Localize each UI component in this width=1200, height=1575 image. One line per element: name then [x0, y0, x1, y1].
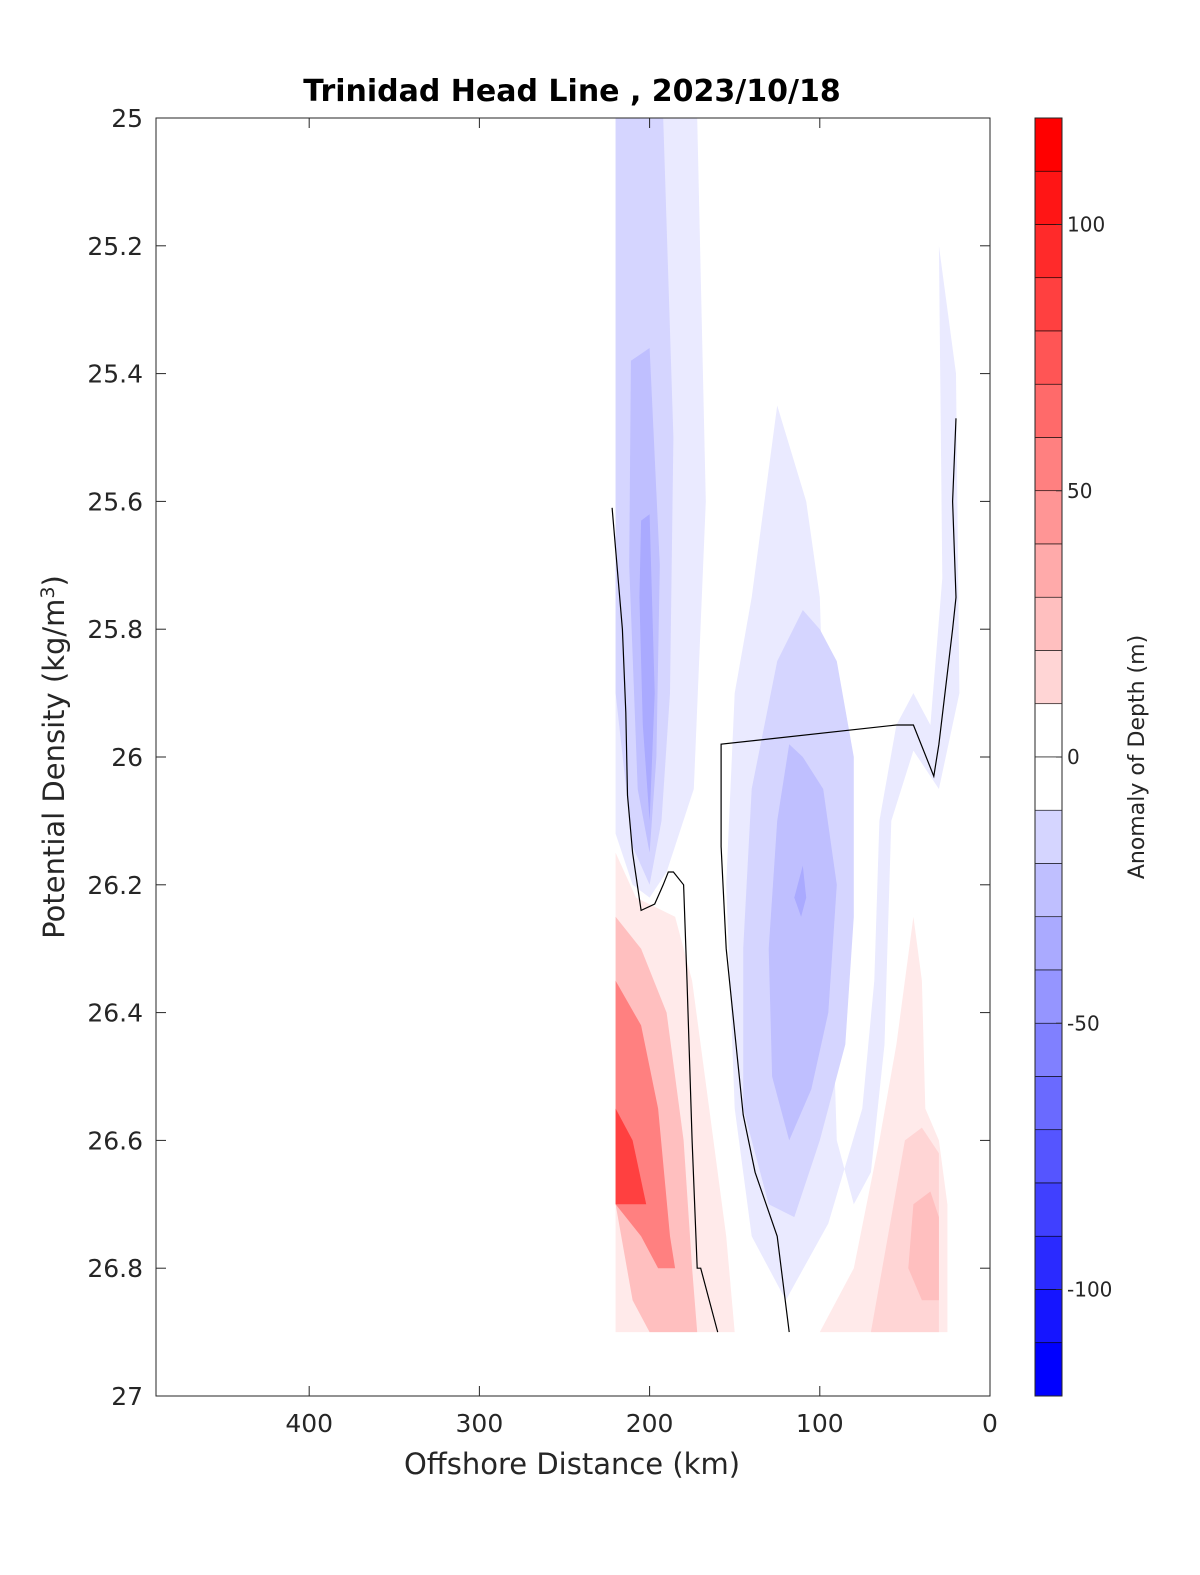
colorbar-ticks: 100 50 0 -50 -100	[1056, 213, 1112, 1302]
colorbar-swatch	[1034, 703, 1063, 758]
y-axis-label: Potential Density (kg/m3)	[37, 575, 71, 939]
colorbar: 100 50 0 -50 -100 Anomaly of Depth (m)	[1034, 117, 1150, 1397]
zero-contour-line-2	[720, 418, 957, 1333]
x-tick-label: 400	[285, 1409, 333, 1438]
colorbar-swatch	[1034, 330, 1063, 385]
colorbar-swatch	[1034, 1129, 1063, 1184]
colorbar-tick-label: -50	[1067, 1011, 1100, 1035]
colorbar-swatch	[1034, 863, 1063, 918]
colorbar-swatches	[1034, 117, 1063, 1397]
colorbar-swatch	[1034, 277, 1063, 332]
contour-fills	[615, 118, 960, 1333]
colorbar-swatch	[1034, 650, 1063, 705]
x-tick-label: 200	[626, 1409, 674, 1438]
x-axis: 400 300 200 100 0	[285, 118, 998, 1438]
y-tick-label: 25.8	[87, 615, 143, 644]
y-tick-label: 25	[111, 104, 143, 133]
colorbar-swatch	[1034, 1235, 1063, 1290]
y-tick-label: 26.8	[87, 1254, 143, 1283]
colorbar-label: Anomaly of Depth (m)	[1125, 635, 1150, 879]
x-tick-label: 300	[456, 1409, 504, 1438]
contour-fill-pos-offshore-4	[615, 1108, 647, 1205]
y-tick-label: 26	[111, 743, 143, 772]
colorbar-swatch	[1034, 756, 1063, 811]
y-tick-label: 25.6	[87, 487, 143, 516]
colorbar-swatch	[1034, 224, 1063, 279]
contour-fill-neg-offshore-4	[639, 514, 655, 821]
colorbar-swatch	[1034, 1289, 1063, 1344]
colorbar-swatch	[1034, 1022, 1063, 1077]
x-axis-label: Offshore Distance (km)	[404, 1447, 740, 1481]
colorbar-swatch	[1034, 1182, 1063, 1237]
colorbar-swatch	[1034, 596, 1063, 651]
y-tick-label: 25.4	[87, 360, 143, 389]
y-axis: 25 25.2 25.4 25.6 25.8 26 26.2 26.4 26.6 26.8 27	[87, 104, 990, 1411]
colorbar-swatch	[1034, 490, 1063, 545]
y-axis-label-end: )	[37, 575, 71, 586]
colorbar-swatch	[1034, 437, 1063, 492]
contour-fill-pos-nearshore-3	[908, 1191, 939, 1301]
colorbar-swatch	[1034, 117, 1063, 172]
colorbar-swatch	[1034, 969, 1063, 1024]
chart-title: Trinidad Head Line , 2023/10/18	[303, 74, 840, 109]
colorbar-swatch	[1034, 170, 1063, 225]
y-tick-label: 26.2	[87, 871, 143, 900]
colorbar-tick-label: 100	[1067, 213, 1105, 237]
plot-area: 400 300 200 100 0 25 25.2 25.4 25.6 25.8 26 26.2 26…	[87, 104, 998, 1438]
colorbar-tick-label: 0	[1067, 745, 1080, 769]
colorbar-swatch	[1034, 1076, 1063, 1131]
zero-contour-line-1	[611, 507, 719, 1333]
colorbar-tick-label: -100	[1067, 1278, 1112, 1302]
colorbar-swatch	[1034, 383, 1063, 438]
contour-fill-neg-nearshore-4	[794, 865, 807, 917]
y-tick-label: 26.6	[87, 1126, 143, 1155]
y-tick-label: 26.4	[87, 999, 143, 1028]
colorbar-swatch	[1034, 1342, 1063, 1397]
x-tick-label: 100	[796, 1409, 844, 1438]
zero-contour-lines	[611, 418, 957, 1333]
plot-background	[156, 118, 990, 1396]
colorbar-tick-label: 50	[1067, 479, 1092, 503]
y-axis-label-superscript: 3	[37, 586, 59, 598]
contour-fill-neg-nearshore-3	[768, 744, 837, 1141]
y-tick-label: 27	[111, 1382, 143, 1411]
y-axis-label-main: Potential Density (kg/m	[37, 599, 71, 939]
y-tick-label: 25.2	[87, 232, 143, 261]
x-tick-label: 0	[982, 1409, 998, 1438]
colorbar-swatch	[1034, 543, 1063, 598]
colorbar-swatch	[1034, 916, 1063, 971]
colorbar-swatch	[1034, 809, 1063, 864]
